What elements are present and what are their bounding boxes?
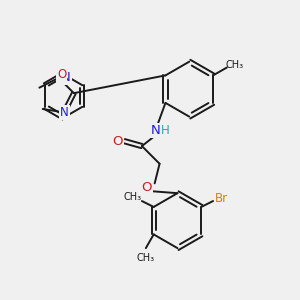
Text: CH₃: CH₃ bbox=[137, 253, 155, 263]
Text: H: H bbox=[161, 124, 170, 137]
Text: N: N bbox=[60, 106, 68, 119]
Text: N: N bbox=[61, 71, 70, 84]
Text: CH₃: CH₃ bbox=[226, 60, 244, 70]
Text: CH₃: CH₃ bbox=[123, 192, 141, 202]
Text: N: N bbox=[151, 124, 160, 137]
Text: Br: Br bbox=[215, 192, 229, 205]
Text: O: O bbox=[112, 135, 123, 148]
Text: O: O bbox=[57, 68, 66, 81]
Text: O: O bbox=[142, 181, 152, 194]
